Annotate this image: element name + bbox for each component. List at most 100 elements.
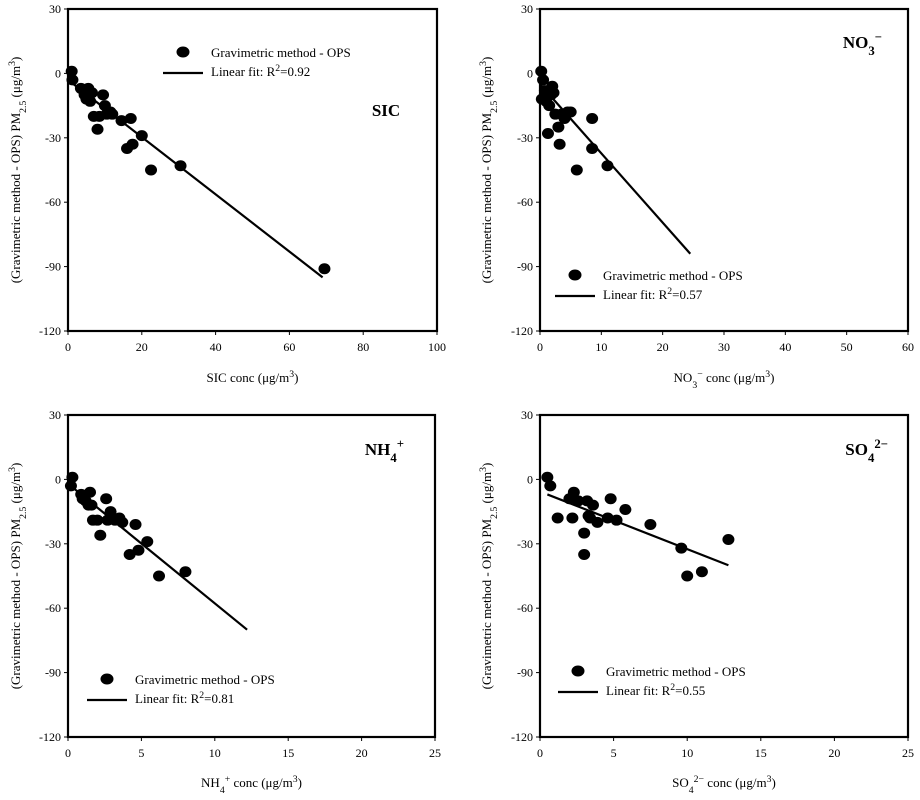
plot-frame [66, 7, 439, 333]
data-point [135, 130, 148, 142]
x-tick-label: 5 [611, 746, 617, 760]
data-point [586, 143, 599, 155]
y-tick-label: -30 [517, 537, 533, 551]
y-tick-label: -120 [511, 324, 533, 338]
legend-marker [176, 46, 190, 58]
data-point [97, 89, 110, 101]
x-tick-label: 100 [428, 340, 446, 354]
x-tick-label: 25 [902, 746, 914, 760]
data-point [681, 570, 694, 582]
legend-marker [568, 269, 582, 281]
data-point [145, 164, 158, 176]
data-point [124, 112, 137, 124]
y-tick-label: 30 [49, 408, 61, 422]
legend: Gravimetric method - OPS Linear fit: R2=0… [555, 268, 743, 302]
y-tick-label: 0 [527, 66, 533, 80]
data-point [586, 112, 599, 124]
data-point [129, 518, 142, 530]
y-tick-label: 30 [521, 2, 533, 16]
data-point [174, 160, 187, 172]
plot-frame [538, 413, 910, 739]
data-point [591, 516, 604, 528]
legend-fit-label: Linear fit: R2=0.81 [135, 690, 234, 707]
data-point [604, 493, 617, 505]
y-tick-label: -90 [517, 666, 533, 680]
x-axis-label: NH4+ conc (μg/m3) [201, 774, 302, 796]
data-point [85, 499, 98, 511]
y-tick-label: 0 [55, 472, 61, 486]
data-point [179, 566, 192, 578]
data-point [106, 108, 119, 120]
data-point [566, 512, 579, 524]
scatter-panel-1: 30 0 -30 -60 -90 -120 0 20 40 60 80 100 SIC conc (μg… [7, 2, 447, 385]
legend: Gravimetric method - OPS Linear fit: R2=0… [558, 664, 746, 698]
y-tick-label: -120 [39, 324, 61, 338]
legend-scatter-label: Gravimetric method - OPS [603, 268, 743, 283]
data-point [123, 549, 136, 561]
x-tick-label: 20 [356, 746, 368, 760]
x-tick-label: 0 [65, 746, 71, 760]
legend-marker [100, 673, 114, 685]
x-tick-label: 50 [841, 340, 853, 354]
x-tick-label: 10 [209, 746, 221, 760]
data-point [610, 514, 623, 526]
data-point [94, 529, 107, 541]
y-axis-label: (Gravimetric method - OPS) PM2.5 (μg/m3) [7, 57, 29, 284]
data-point [126, 138, 139, 150]
data-point [100, 493, 113, 505]
panel-annotation: NH4+ [365, 437, 404, 465]
y-tick-label: -90 [45, 260, 61, 274]
linear-fit-line [67, 482, 248, 631]
data-point [570, 164, 583, 176]
y-tick-label: -30 [45, 537, 61, 551]
x-tick-label: 10 [595, 340, 607, 354]
x-tick-label: 20 [828, 746, 840, 760]
x-tick-label: 80 [357, 340, 369, 354]
x-tick-label: 60 [902, 340, 914, 354]
legend-marker [571, 665, 585, 677]
y-tick-label: -60 [517, 601, 533, 615]
panel-annotation: NO3− [843, 30, 882, 58]
data-point [586, 499, 599, 511]
data-point [65, 65, 78, 77]
data-point [578, 549, 591, 561]
data-point [547, 87, 560, 99]
panel-annotation: SIC [372, 101, 400, 120]
scatter-panel-2: 30 0 -30 -60 -90 -120 0 10 20 30 40 50 60 NO3− conc (… [478, 2, 915, 391]
x-tick-label: 0 [65, 340, 71, 354]
data-point [553, 138, 566, 150]
data-point [116, 516, 129, 528]
data-point [85, 87, 98, 99]
data-point [132, 544, 145, 556]
legend-fit-label: Linear fit: R2=0.57 [603, 286, 703, 303]
data-point [91, 123, 104, 135]
data-point [141, 536, 154, 548]
x-tick-label: 0 [537, 340, 543, 354]
y-tick-label: -30 [517, 131, 533, 145]
data-point [551, 512, 564, 524]
x-tick-label: 5 [138, 746, 144, 760]
data-point [543, 100, 556, 112]
data-point [644, 518, 657, 530]
scatter-panel-4: 30 0 -30 -60 -90 -120 0 5 10 15 20 25 SO42− conc (μg… [478, 408, 915, 796]
legend-scatter-label: Gravimetric method - OPS [606, 664, 746, 679]
data-point [567, 486, 580, 498]
y-tick-label: -30 [45, 131, 61, 145]
y-tick-label: -120 [511, 730, 533, 744]
x-tick-label: 30 [718, 340, 730, 354]
x-tick-label: 0 [537, 746, 543, 760]
data-point [153, 570, 166, 582]
y-tick-label: -60 [517, 195, 533, 209]
legend: Gravimetric method - OPS Linear fit: R2=0… [87, 672, 275, 706]
data-point [722, 534, 735, 546]
data-point [564, 106, 577, 118]
legend: Gravimetric method - OPS Linear fit: R2=0… [163, 45, 351, 79]
x-tick-label: 20 [136, 340, 148, 354]
legend-fit-label: Linear fit: R2=0.92 [211, 63, 310, 80]
data-point [66, 471, 79, 483]
y-tick-label: -60 [45, 195, 61, 209]
data-point [537, 74, 550, 86]
y-axis-label: (Gravimetric method - OPS) PM2.5 (μg/m3) [478, 463, 500, 690]
data-point [675, 542, 688, 554]
